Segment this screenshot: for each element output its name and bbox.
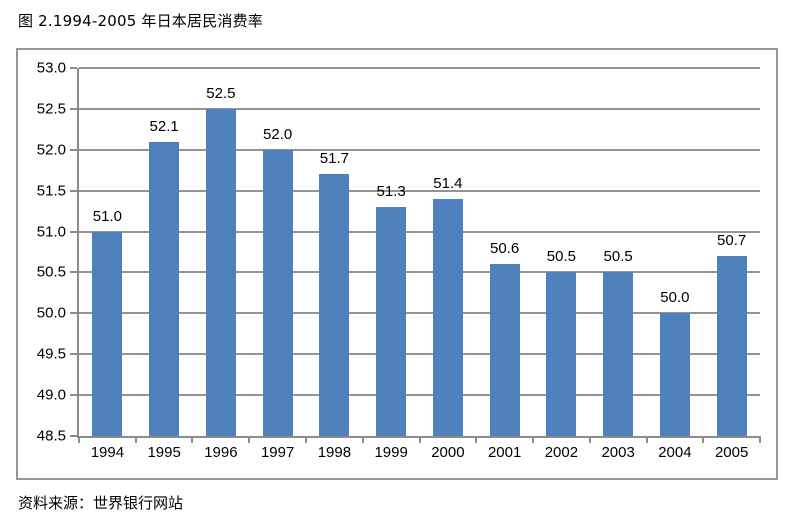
gridline xyxy=(79,230,760,233)
x-axis-tick xyxy=(134,436,137,443)
chart-title: 图 2.1994-2005 年日本居民消费率 xyxy=(18,12,264,30)
x-axis-label: 1997 xyxy=(260,444,295,461)
y-axis-tick xyxy=(70,312,77,315)
bar xyxy=(262,149,293,436)
y-axis-tick-label: 52.5 xyxy=(36,100,66,118)
x-axis-tick xyxy=(191,436,194,443)
bar xyxy=(716,256,747,436)
bar-value-label: 51.0 xyxy=(92,207,122,225)
x-axis-label: 1995 xyxy=(147,444,181,461)
gridline xyxy=(79,353,760,356)
y-axis-tick xyxy=(70,353,77,356)
x-axis-label: 2000 xyxy=(431,444,465,461)
x-axis-tick xyxy=(702,436,705,443)
x-axis-label: 2001 xyxy=(487,444,522,461)
y-axis-tick-label: 53.0 xyxy=(36,59,66,77)
x-axis-tick xyxy=(475,436,478,443)
bar xyxy=(205,108,236,436)
x-axis-tick xyxy=(759,436,761,443)
bar-value-label: 50.5 xyxy=(603,248,633,266)
gridline xyxy=(79,189,760,192)
bar xyxy=(432,198,463,436)
y-axis-tick xyxy=(70,271,77,274)
y-axis-tick-label: 50.5 xyxy=(36,263,66,281)
bar-value-label: 52.0 xyxy=(263,125,293,143)
bar xyxy=(546,272,577,436)
x-axis-label: 1996 xyxy=(204,444,238,461)
bar xyxy=(489,264,520,436)
gridline xyxy=(79,148,760,151)
x-axis-tick xyxy=(248,436,251,443)
x-axis-tick xyxy=(531,436,534,443)
gridline xyxy=(79,312,760,315)
bar-value-label: 50.6 xyxy=(490,240,520,258)
y-axis-tick xyxy=(70,148,77,151)
bar-value-label: 50.5 xyxy=(546,248,576,266)
x-axis-tick xyxy=(418,436,421,443)
x-axis-tick xyxy=(645,436,648,443)
x-axis-tick xyxy=(304,436,307,443)
x-axis-tick xyxy=(588,436,591,443)
chart-box: 53.0 52.5 52.0 51.5 51.0 50.5 50.0 49.5 49.0 48.5… xyxy=(16,48,778,480)
bar xyxy=(319,174,350,436)
y-axis-tick xyxy=(70,394,77,397)
y-axis-tick xyxy=(70,230,77,233)
x-axis-label: 2003 xyxy=(601,444,635,461)
bar-value-label: 50.7 xyxy=(717,232,747,250)
y-axis-tick-label: 52.0 xyxy=(36,141,66,159)
bar-value-label: 51.7 xyxy=(319,150,349,168)
x-axis-label: 1998 xyxy=(317,444,352,461)
bar-value-label: 51.3 xyxy=(376,183,406,201)
y-axis-tick xyxy=(70,189,77,192)
bar-value-label: 52.5 xyxy=(206,84,236,102)
bar xyxy=(659,313,690,436)
y-axis-tick-label: 48.5 xyxy=(36,427,66,445)
y-axis-tick-label: 51.0 xyxy=(36,223,66,241)
bar xyxy=(376,207,407,436)
x-axis-label: 2005 xyxy=(714,444,749,461)
y-axis-tick xyxy=(70,107,77,110)
y-axis-tick-label: 49.5 xyxy=(36,345,66,363)
y-axis-tick-label: 51.5 xyxy=(36,182,66,200)
y-axis-tick xyxy=(70,67,77,69)
gridline xyxy=(79,107,760,110)
gridline xyxy=(79,271,760,274)
x-axis-label: 1994 xyxy=(90,444,125,461)
bar-value-label: 51.4 xyxy=(433,174,463,192)
bar-value-label: 52.1 xyxy=(149,117,179,135)
plot-area: 53.0 52.5 52.0 51.5 51.0 50.5 50.0 49.5 49.0 48.5… xyxy=(37,60,761,461)
source-note: 资料来源：世界银行网站 xyxy=(18,494,184,512)
bar xyxy=(603,272,634,436)
x-axis-label: 1999 xyxy=(374,444,408,461)
gridline xyxy=(79,394,760,397)
bar xyxy=(92,231,123,436)
bar xyxy=(149,141,180,436)
y-axis-tick-label: 49.0 xyxy=(36,386,66,404)
x-axis-tick xyxy=(361,436,364,443)
gridline xyxy=(79,67,760,69)
x-axis-tick xyxy=(78,436,80,443)
x-axis-label: 2002 xyxy=(544,444,579,461)
y-axis-tick xyxy=(70,435,77,437)
bar-value-label: 50.0 xyxy=(660,289,690,307)
y-axis-tick-label: 50.0 xyxy=(36,304,66,322)
x-axis-label: 2004 xyxy=(658,444,692,461)
